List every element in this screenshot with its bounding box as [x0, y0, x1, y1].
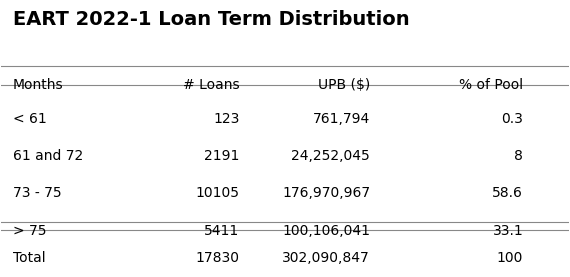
Text: 5411: 5411	[205, 224, 239, 237]
Text: 100: 100	[497, 251, 523, 265]
Text: 10105: 10105	[196, 186, 239, 201]
Text: EART 2022-1 Loan Term Distribution: EART 2022-1 Loan Term Distribution	[13, 10, 409, 29]
Text: 123: 123	[213, 112, 239, 126]
Text: Total: Total	[13, 251, 46, 265]
Text: 302,090,847: 302,090,847	[282, 251, 370, 265]
Text: 761,794: 761,794	[313, 112, 370, 126]
Text: UPB ($): UPB ($)	[318, 78, 370, 92]
Text: 24,252,045: 24,252,045	[291, 150, 370, 163]
Text: 61 and 72: 61 and 72	[13, 150, 83, 163]
Text: 100,106,041: 100,106,041	[282, 224, 370, 237]
Text: # Loans: # Loans	[183, 78, 239, 92]
Text: 33.1: 33.1	[492, 224, 523, 237]
Text: < 61: < 61	[13, 112, 47, 126]
Text: 176,970,967: 176,970,967	[282, 186, 370, 201]
Text: 58.6: 58.6	[492, 186, 523, 201]
Text: 73 - 75: 73 - 75	[13, 186, 62, 201]
Text: Months: Months	[13, 78, 63, 92]
Text: 8: 8	[514, 150, 523, 163]
Text: > 75: > 75	[13, 224, 46, 237]
Text: % of Pool: % of Pool	[459, 78, 523, 92]
Text: 2191: 2191	[204, 150, 239, 163]
Text: 0.3: 0.3	[502, 112, 523, 126]
Text: 17830: 17830	[196, 251, 239, 265]
